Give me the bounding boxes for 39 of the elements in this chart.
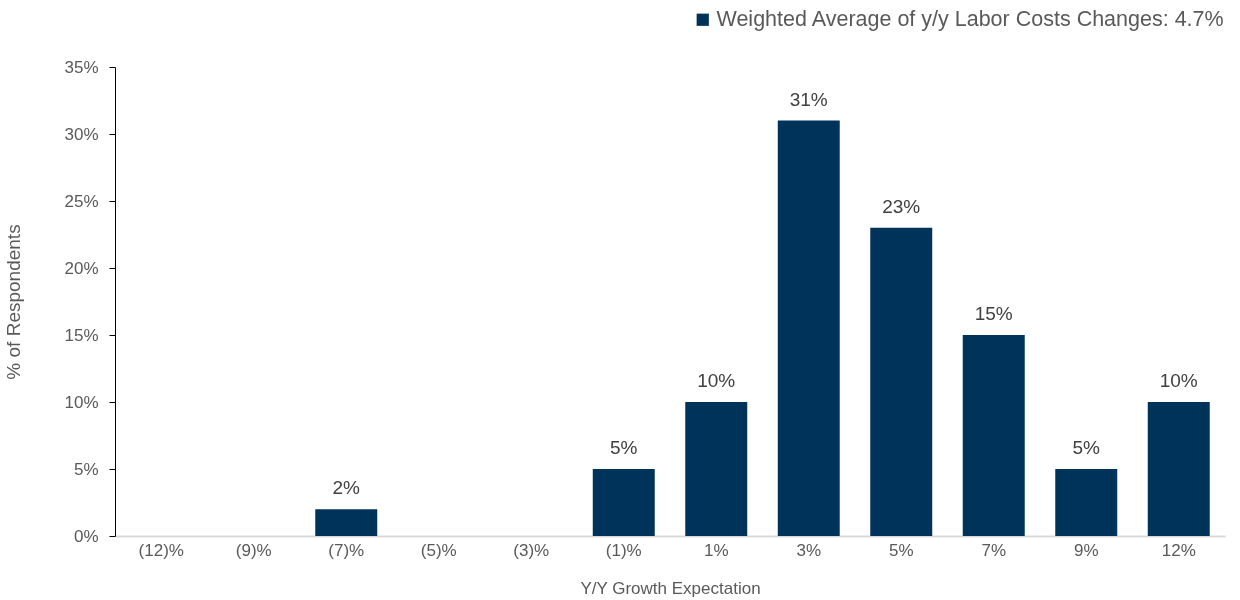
x-tick-label: 3%	[796, 540, 822, 560]
y-tick-label: 5%	[73, 459, 99, 479]
bar	[777, 120, 840, 536]
bar	[870, 227, 933, 536]
data-label: 31%	[789, 88, 828, 110]
data-label: 5%	[610, 437, 638, 458]
data-label: 2%	[332, 477, 361, 499]
legend-label: Weighted Average of y/y Labor Costs Changes: 4.7%	[716, 6, 1224, 31]
bar	[315, 509, 378, 536]
x-tick-label: 7%	[981, 540, 1007, 560]
x-tick-label: 12%	[1161, 540, 1196, 560]
x-tick-label: (7)%	[328, 540, 365, 560]
data-label: 5%	[1072, 437, 1101, 458]
bar	[1147, 402, 1210, 536]
x-tick-label: 5%	[888, 540, 914, 560]
x-tick-label: (1)%	[605, 540, 642, 560]
x-tick-label: (9)%	[235, 540, 272, 560]
bar	[962, 335, 1025, 536]
y-tick-label: 20%	[64, 258, 99, 278]
data-label: 15%	[974, 303, 1013, 324]
bar	[592, 469, 655, 536]
y-tick-label: 0%	[73, 526, 99, 546]
data-label: 23%	[882, 195, 921, 217]
x-tick-label: (3)%	[513, 540, 550, 560]
x-tick-label: 9%	[1073, 540, 1099, 560]
x-tick-label: (12)%	[138, 540, 184, 560]
data-label: 10%	[697, 370, 736, 391]
bar	[1055, 469, 1118, 536]
y-axis-title: % of Respondents	[3, 224, 25, 380]
y-tick-label: 25%	[64, 191, 99, 211]
y-tick-label: 30%	[64, 124, 99, 144]
data-label: 10%	[1159, 370, 1198, 391]
x-axis-title: Y/Y Growth Expectation	[580, 578, 761, 598]
y-tick-label: 35%	[64, 57, 99, 77]
x-tick-label: (5)%	[420, 540, 457, 560]
bar	[685, 402, 748, 536]
x-tick-label: 1%	[703, 540, 729, 560]
y-tick-label: 15%	[64, 325, 99, 345]
y-tick-label: 10%	[64, 392, 99, 412]
